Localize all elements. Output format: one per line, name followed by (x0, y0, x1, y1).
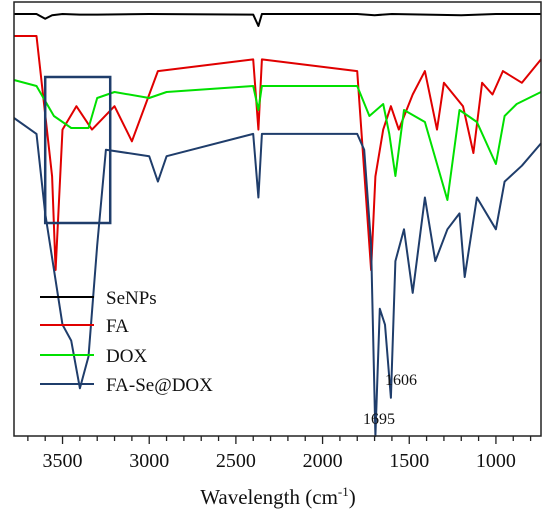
annotation-1695: 1695 (363, 411, 395, 428)
x-tick-label: 2000 (303, 450, 343, 472)
highlight-box-layer (43, 75, 112, 225)
highlight-box (43, 75, 112, 225)
series-layer (13, 13, 542, 437)
x-tick-label: 3000 (129, 450, 169, 472)
series-line-fa-se-dox (13, 117, 542, 437)
x-tick-label: 1000 (476, 450, 516, 472)
legend-label-fa: FA (106, 316, 129, 337)
legend-label-dox: DOX (106, 346, 147, 367)
x-axis-title-main: Wavelength (cm (200, 485, 338, 509)
series-line-dox (13, 79, 542, 201)
x-tick-label: 1500 (389, 450, 429, 472)
legend-label-fa-se-dox: FA-Se@DOX (106, 375, 213, 396)
annotation-1606: 1606 (385, 372, 417, 389)
x-tick-label: 2500 (216, 450, 256, 472)
x-tick-label: 3500 (43, 450, 83, 472)
plot-frame (13, 1, 542, 437)
x-axis-title: Wavelength (cm-1) (200, 484, 356, 509)
x-axis-ticks: 3500 3000 2500 2000 1500 1000 (27, 436, 532, 472)
legend: SeNPs FA DOX FA-Se@DOX (40, 288, 213, 396)
x-axis-title-superscript: -1 (338, 484, 349, 499)
series-line-fa (14, 35, 542, 271)
series-line-senps (14, 13, 541, 27)
legend-label-senps: SeNPs (106, 288, 157, 309)
x-axis-title-close: ) (349, 485, 356, 509)
